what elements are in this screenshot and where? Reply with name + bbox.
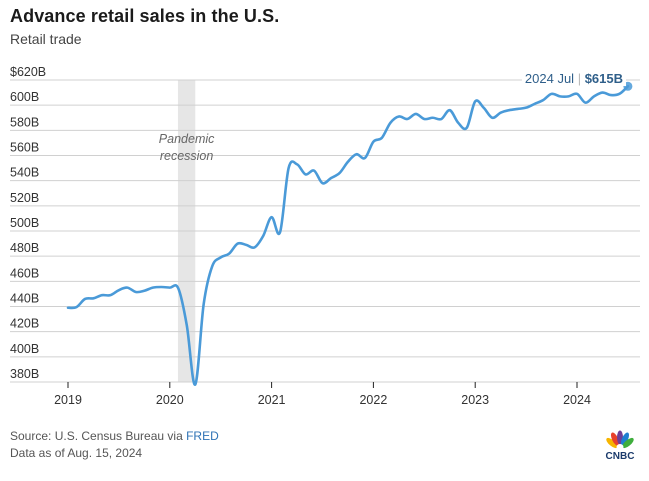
y-tick-label: 600B <box>10 90 39 104</box>
x-tick-label: 2020 <box>156 393 184 407</box>
y-tick-label: 520B <box>10 191 39 205</box>
last-point-label: 2024 Jul | $615B <box>525 71 623 86</box>
last-point-value: $615B <box>585 71 623 86</box>
chart-subtitle: Retail trade <box>10 31 82 47</box>
y-tick-label: 580B <box>10 115 39 129</box>
y-tick-label: $620B <box>10 65 46 79</box>
x-tick-label: 2019 <box>54 393 82 407</box>
x-tick-label: 2022 <box>359 393 387 407</box>
recession-label-line2: recession <box>160 149 214 163</box>
y-tick-label: 560B <box>10 141 39 155</box>
x-tick-label: 2021 <box>258 393 286 407</box>
y-tick-label: 420B <box>10 317 39 331</box>
source-text: Source: U.S. Census Bureau via <box>10 429 187 443</box>
cnbc-wordmark: CNBC <box>606 451 635 462</box>
recession-label-line1: Pandemic <box>159 132 215 146</box>
last-point-label-bg <box>521 71 626 86</box>
y-tick-label: 540B <box>10 166 39 180</box>
footer: Source: U.S. Census Bureau via FRED Data… <box>10 428 219 462</box>
peacock-icon <box>606 430 634 450</box>
series-line-retail-trade <box>66 84 630 386</box>
last-point-date: 2024 Jul <box>525 71 578 86</box>
y-tick-label: 440B <box>10 292 39 306</box>
chart-title: Advance retail sales in the U.S. <box>10 6 280 26</box>
data-as-of: Data as of Aug. 15, 2024 <box>10 446 143 460</box>
label-separator: | <box>578 71 585 86</box>
y-tick-label: 480B <box>10 241 39 255</box>
x-tick-label: 2024 <box>563 393 591 407</box>
y-tick-label: 400B <box>10 342 39 356</box>
y-tick-label: 500B <box>10 216 39 230</box>
y-tick-label: 460B <box>10 266 39 280</box>
cnbc-logo: CNBC <box>606 430 635 462</box>
x-tick-label: 2023 <box>461 393 489 407</box>
source-line: Source: U.S. Census Bureau via FRED <box>10 428 219 445</box>
fred-link[interactable]: FRED <box>186 429 219 443</box>
y-tick-label: 380B <box>10 367 39 381</box>
